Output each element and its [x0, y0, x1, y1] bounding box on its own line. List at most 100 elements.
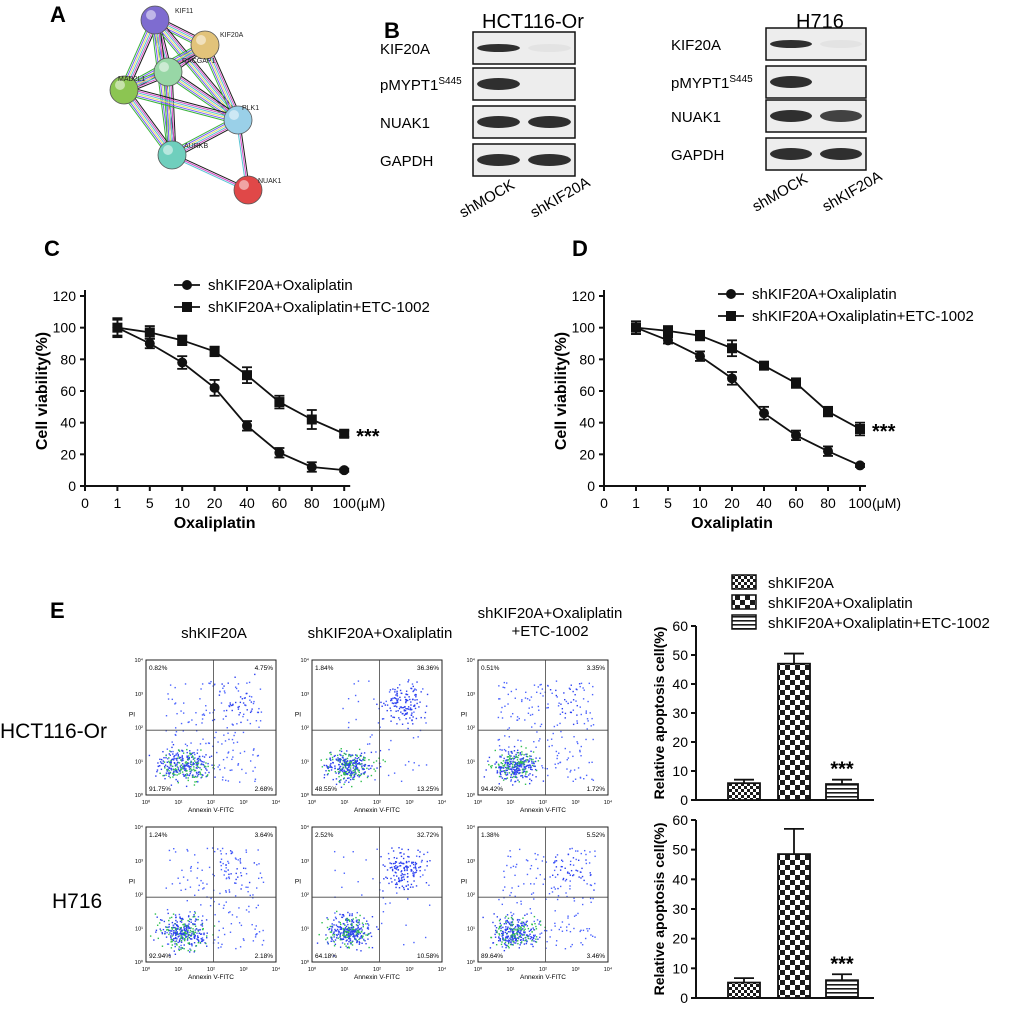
flow-event — [368, 680, 370, 682]
flow-event — [256, 864, 258, 866]
flow-event — [197, 757, 200, 760]
flow-event — [332, 761, 334, 764]
flow-event — [239, 946, 242, 948]
flow-event — [189, 911, 191, 913]
flow-event — [490, 765, 492, 768]
flow-event — [492, 942, 494, 944]
flow-event — [237, 708, 240, 710]
network-edge — [171, 71, 177, 155]
flow-event — [506, 927, 509, 930]
flow-event — [221, 847, 224, 850]
flow-event — [534, 768, 537, 771]
flow-event — [371, 946, 374, 949]
flow-event — [182, 750, 184, 753]
flow-event — [333, 850, 336, 853]
flow-event — [195, 771, 198, 774]
x-tick-label: 80 — [820, 495, 836, 511]
flow-event — [326, 917, 328, 919]
flow-event — [392, 697, 394, 700]
flow-event — [238, 922, 241, 924]
flow-event — [515, 773, 518, 775]
flow-event — [494, 763, 496, 765]
flow-event — [551, 874, 554, 877]
flow-event — [513, 755, 515, 758]
flow-event — [182, 918, 184, 921]
flow-event — [390, 699, 392, 702]
flow-event — [500, 762, 502, 764]
flow-event — [523, 931, 525, 933]
flow-event — [336, 754, 339, 757]
flow-event — [567, 853, 570, 856]
flow-event — [412, 886, 414, 888]
flow-event — [517, 921, 520, 923]
flow-event — [529, 773, 531, 775]
flow-event — [350, 776, 352, 778]
flow-event — [512, 919, 514, 921]
flow-event — [368, 933, 370, 935]
flow-event — [348, 937, 350, 940]
flow-event — [165, 772, 168, 774]
flow-event — [506, 919, 508, 922]
flow-event — [380, 855, 382, 858]
flow-event — [514, 929, 516, 931]
flow-event — [169, 754, 171, 756]
flow-event — [506, 933, 508, 935]
flow-event — [516, 764, 519, 767]
data-point — [695, 330, 705, 341]
flow-event — [226, 727, 228, 729]
flow-event — [552, 732, 554, 735]
flow-event — [519, 764, 521, 766]
flow-event — [179, 931, 182, 933]
flow-event — [189, 927, 191, 930]
flow-event — [187, 931, 189, 933]
flow-event — [351, 933, 353, 935]
flow-event — [353, 930, 355, 932]
flow-x-label: Annexin V-FITC — [188, 974, 234, 981]
flow-y-tick: 10² — [301, 893, 309, 899]
flow-event — [368, 764, 371, 767]
flow-event — [346, 764, 348, 766]
flow-event — [222, 927, 224, 929]
flow-event — [334, 767, 336, 770]
flow-event — [343, 764, 346, 767]
flow-event — [406, 713, 408, 715]
flow-event — [330, 931, 333, 933]
flow-event — [187, 925, 190, 928]
flow-event — [348, 777, 350, 779]
flow-event — [398, 717, 400, 719]
flow-event — [156, 916, 158, 918]
flow-event — [502, 937, 504, 939]
flow-event — [506, 766, 508, 769]
flow-event — [173, 848, 175, 850]
flow-event — [515, 769, 518, 771]
flow-event — [198, 755, 201, 758]
panel-c-letter: C — [44, 236, 60, 261]
flow-x-tick: 10³ — [240, 967, 248, 973]
bar-legend-label: shKIF20A — [768, 575, 834, 592]
flow-x-tick: 10³ — [572, 967, 580, 973]
flow-event — [192, 923, 194, 926]
flow-event — [392, 850, 395, 852]
flow-event — [205, 919, 208, 921]
flow-event — [513, 933, 516, 936]
flow-event — [498, 738, 501, 741]
flow-event — [181, 771, 184, 773]
flow-event — [177, 928, 179, 930]
flow-event — [174, 953, 177, 955]
flow-event — [179, 769, 182, 771]
flow-event — [335, 934, 338, 936]
flow-event — [168, 929, 170, 932]
flow-event — [344, 781, 346, 783]
panel-b-letter: B — [384, 18, 400, 43]
y-tick-label: 0 — [680, 990, 688, 1005]
y-axis-title: Relative apoptosis cell(%) — [651, 627, 667, 800]
flow-event — [188, 920, 190, 923]
flow-event — [330, 937, 333, 939]
flow-event — [524, 923, 526, 925]
flow-event — [533, 684, 536, 686]
flow-event — [170, 916, 173, 919]
legend-marker — [726, 311, 736, 321]
flow-event — [167, 772, 170, 774]
flow-event — [328, 928, 330, 931]
flow-event — [367, 928, 370, 930]
